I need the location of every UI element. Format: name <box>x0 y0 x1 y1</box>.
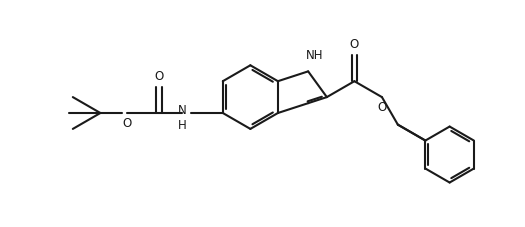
Text: O: O <box>350 38 359 51</box>
Text: NH: NH <box>306 49 324 62</box>
Text: O: O <box>377 101 386 114</box>
Text: O: O <box>123 116 132 129</box>
Text: N
H: N H <box>178 104 187 131</box>
Text: O: O <box>154 70 164 83</box>
